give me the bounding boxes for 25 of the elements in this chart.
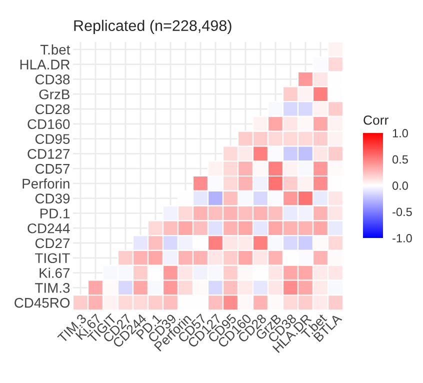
y-tick-label: HLA.DR (20, 60, 70, 70)
y-tick-label: PD.1 (40, 208, 70, 218)
y-tick-label: CD57 (35, 164, 70, 174)
color-bar-label: -0.5 (392, 208, 412, 216)
chart-title: Replicated (n=228,498) (74, 20, 232, 34)
y-tick-label: TIGIT (35, 253, 70, 264)
y-tick-label: Ki.67 (40, 268, 70, 278)
y-tick-label: CD127 (28, 149, 70, 159)
y-tick-label: CD27 (35, 238, 70, 248)
y-tick-label: CD95 (35, 134, 70, 144)
y-tick-label: CD39 (35, 194, 70, 204)
color-bar-label: -1.0 (392, 234, 412, 242)
y-tick-label: CD28 (35, 104, 70, 114)
y-tick-label: CD45RO (14, 298, 70, 308)
y-tick-label: CD160 (28, 119, 70, 130)
color-bar-label: 0.5 (392, 155, 408, 164)
y-tick-label: TIM.3 (35, 283, 70, 293)
y-tick-label: Perforin (22, 178, 70, 189)
y-tick-label: GrzB (39, 89, 70, 100)
y-tick-label: CD244 (28, 223, 70, 234)
y-tick-label: T.bet (40, 44, 70, 55)
y-tick-label: CD38 (35, 74, 70, 84)
color-bar-label: 1.0 (392, 129, 408, 138)
color-bar-title: Corr (364, 115, 388, 125)
color-bar-label: 0.0 (392, 182, 408, 190)
